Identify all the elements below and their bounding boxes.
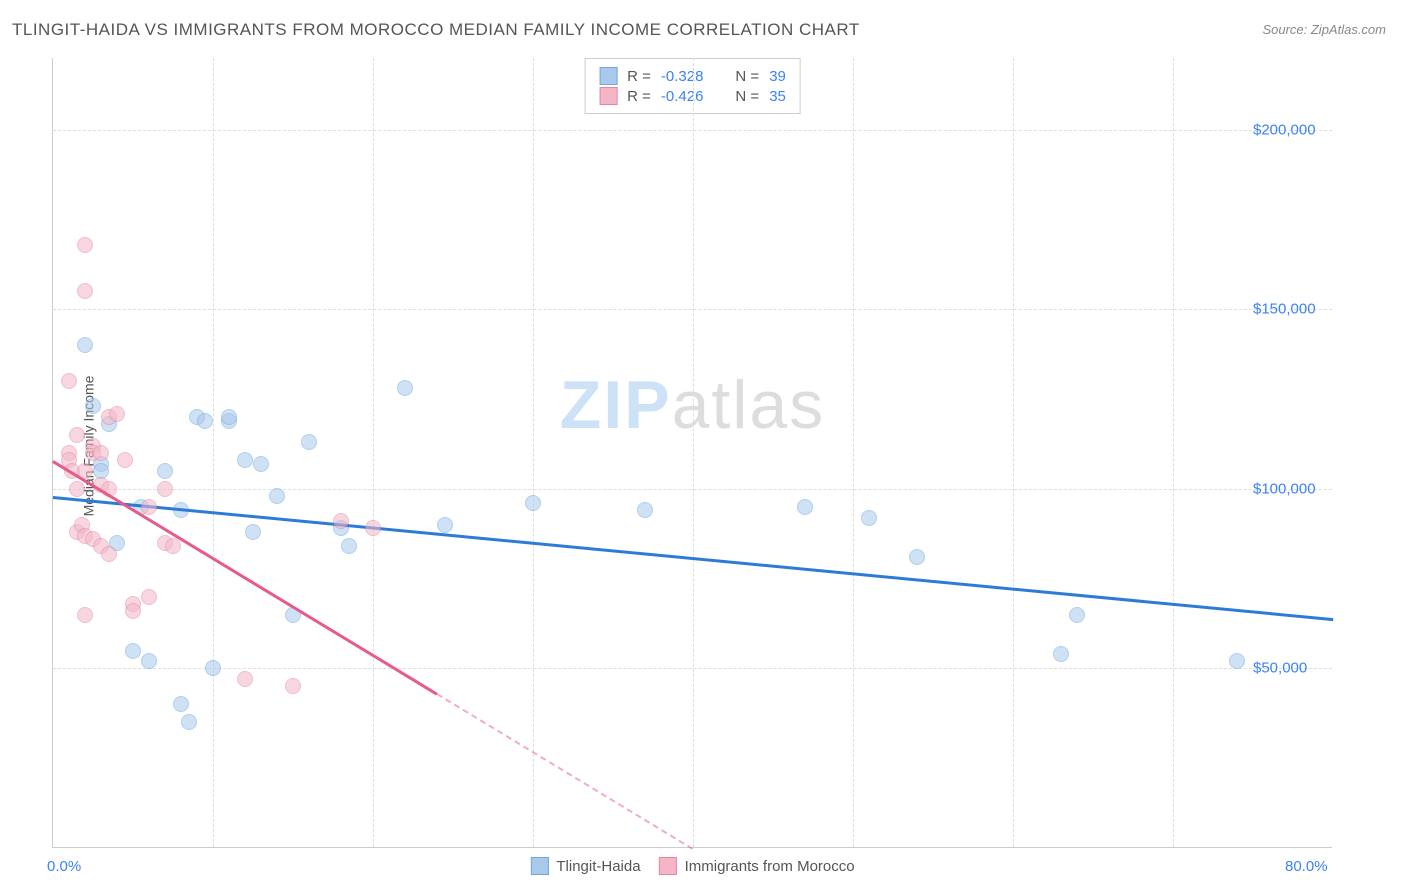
scatter-point-tlingit: [157, 463, 173, 479]
scatter-point-tlingit: [1069, 607, 1085, 623]
scatter-point-tlingit: [797, 499, 813, 515]
scatter-point-morocco: [157, 481, 173, 497]
r-value: -0.426: [661, 88, 704, 105]
scatter-point-morocco: [285, 678, 301, 694]
n-label: N =: [735, 88, 759, 105]
grid-line-vertical: [1173, 58, 1174, 847]
y-tick-label: $50,000: [1253, 660, 1406, 677]
scatter-point-morocco: [77, 283, 93, 299]
grid-line-vertical: [533, 58, 534, 847]
scatter-point-tlingit: [397, 380, 413, 396]
y-tick-label: $100,000: [1253, 480, 1406, 497]
scatter-point-morocco: [237, 671, 253, 687]
legend-swatch-morocco: [659, 857, 677, 875]
scatter-point-morocco: [365, 520, 381, 536]
scatter-point-morocco: [77, 237, 93, 253]
grid-line-vertical: [213, 58, 214, 847]
scatter-point-morocco: [61, 373, 77, 389]
scatter-point-tlingit: [173, 696, 189, 712]
trend-line-morocco: [52, 460, 437, 695]
scatter-point-tlingit: [637, 502, 653, 518]
y-tick-label: $200,000: [1253, 121, 1406, 138]
y-tick-label: $150,000: [1253, 301, 1406, 318]
scatter-point-morocco: [93, 445, 109, 461]
scatter-point-tlingit: [205, 660, 221, 676]
scatter-point-tlingit: [525, 495, 541, 511]
scatter-point-tlingit: [125, 643, 141, 659]
source-attribution: Source: ZipAtlas.com: [1262, 22, 1386, 37]
series-legend-item-tlingit: Tlingit-Haida: [530, 857, 640, 875]
source-name: ZipAtlas.com: [1311, 22, 1386, 37]
chart-plot-area: ZIPatlas R = -0.328 N = 39 R = -0.426 N = 3…: [52, 58, 1332, 848]
n-value: 35: [769, 88, 786, 105]
scatter-point-morocco: [165, 538, 181, 554]
scatter-point-morocco: [125, 603, 141, 619]
scatter-point-tlingit: [85, 398, 101, 414]
scatter-point-morocco: [141, 589, 157, 605]
x-tick-label: 80.0%: [1285, 858, 1328, 875]
legend-swatch-tlingit: [530, 857, 548, 875]
scatter-point-morocco: [69, 481, 85, 497]
scatter-point-tlingit: [1229, 653, 1245, 669]
scatter-point-tlingit: [1053, 646, 1069, 662]
scatter-point-tlingit: [197, 413, 213, 429]
scatter-point-tlingit: [301, 434, 317, 450]
series-label: Tlingit-Haida: [556, 858, 640, 875]
watermark-atlas: atlas: [672, 367, 826, 443]
trend-line-dash-morocco: [436, 693, 693, 850]
scatter-point-morocco: [77, 607, 93, 623]
legend-swatch-morocco: [599, 87, 617, 105]
watermark-zip: ZIP: [560, 367, 672, 443]
series-label: Immigrants from Morocco: [685, 858, 855, 875]
legend-swatch-tlingit: [599, 67, 617, 85]
x-tick-label: 0.0%: [47, 858, 81, 875]
scatter-point-tlingit: [141, 653, 157, 669]
n-label: N =: [735, 68, 759, 85]
scatter-point-tlingit: [181, 714, 197, 730]
source-prefix: Source:: [1262, 22, 1310, 37]
scatter-point-morocco: [117, 452, 133, 468]
scatter-point-tlingit: [861, 510, 877, 526]
scatter-point-tlingit: [77, 337, 93, 353]
n-value: 39: [769, 68, 786, 85]
scatter-point-morocco: [333, 513, 349, 529]
r-value: -0.328: [661, 68, 704, 85]
scatter-point-morocco: [101, 546, 117, 562]
scatter-point-tlingit: [269, 488, 285, 504]
grid-line-vertical: [853, 58, 854, 847]
scatter-point-tlingit: [437, 517, 453, 533]
scatter-point-tlingit: [237, 452, 253, 468]
series-legend: Tlingit-Haida Immigrants from Morocco: [530, 857, 854, 875]
grid-line-vertical: [693, 58, 694, 847]
scatter-point-morocco: [141, 499, 157, 515]
scatter-point-tlingit: [221, 409, 237, 425]
r-label: R =: [627, 88, 651, 105]
scatter-point-tlingit: [341, 538, 357, 554]
series-legend-item-morocco: Immigrants from Morocco: [659, 857, 855, 875]
scatter-point-tlingit: [909, 549, 925, 565]
r-label: R =: [627, 68, 651, 85]
scatter-point-morocco: [69, 427, 85, 443]
scatter-point-tlingit: [253, 456, 269, 472]
grid-line-vertical: [373, 58, 374, 847]
grid-line-vertical: [1013, 58, 1014, 847]
scatter-point-tlingit: [245, 524, 261, 540]
chart-title: TLINGIT-HAIDA VS IMMIGRANTS FROM MOROCCO…: [12, 20, 860, 40]
scatter-point-morocco: [109, 406, 125, 422]
